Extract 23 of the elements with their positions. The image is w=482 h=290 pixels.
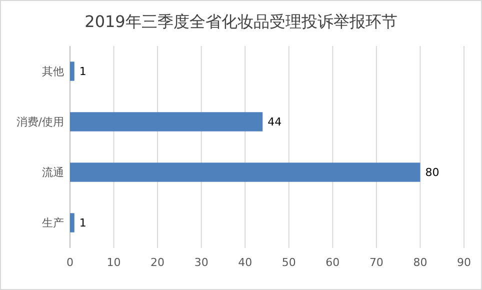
data-label: 44 xyxy=(268,116,282,129)
y-tick-label: 生产 xyxy=(42,216,64,230)
x-tick-label: 60 xyxy=(326,256,340,269)
x-tick-label: 30 xyxy=(194,256,208,269)
y-tick-label: 消费/使用 xyxy=(16,116,64,129)
x-tick-label: 70 xyxy=(369,256,384,269)
y-tick-label: 其他 xyxy=(42,65,64,78)
x-tick-label: 10 xyxy=(106,256,121,269)
bar xyxy=(70,213,74,232)
x-tick-label: 90 xyxy=(457,256,471,269)
x-tick-label: 40 xyxy=(238,256,252,269)
chart-title: 2019年三季度全省化妆品受理投诉举报环节 xyxy=(84,12,398,31)
bar xyxy=(70,162,420,182)
x-tick-label: 50 xyxy=(282,256,296,269)
data-label: 1 xyxy=(79,216,86,230)
y-tick-label: 流通 xyxy=(42,166,64,180)
data-label: 80 xyxy=(425,166,440,180)
bar xyxy=(70,112,263,132)
x-tick-label: 80 xyxy=(413,256,428,269)
x-tick-label: 0 xyxy=(66,256,74,269)
data-label: 1 xyxy=(79,65,86,78)
bar xyxy=(70,62,74,81)
x-tick-label: 20 xyxy=(150,256,165,269)
